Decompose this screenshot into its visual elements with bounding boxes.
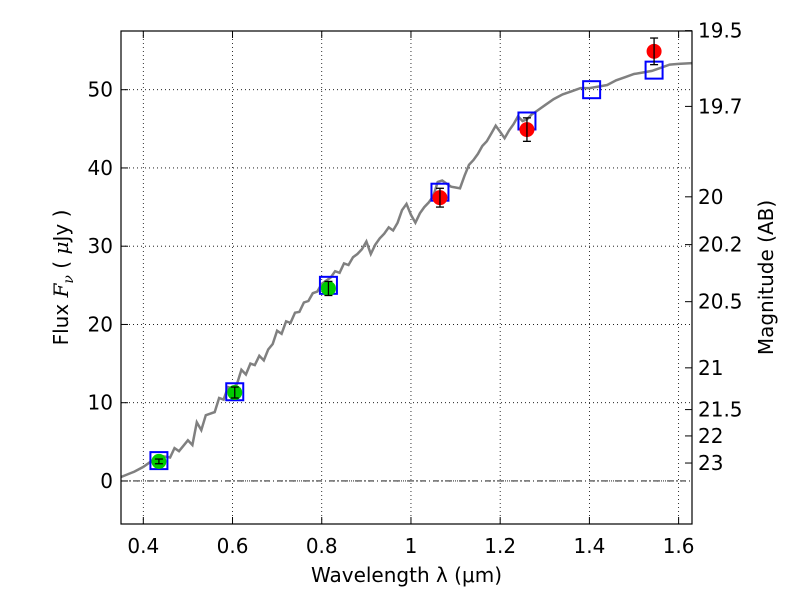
mag-tick-label: 20 [698,185,723,209]
x-tick-label: 0.8 [306,534,338,558]
photometry-markers [149,37,664,471]
x-tick-label: 0.6 [217,534,249,558]
mag-tick-label: 20.2 [698,233,743,257]
model-flux-square [149,451,169,471]
mag-tick-label: 22 [698,424,723,448]
y-axis-label-subscript: ν [61,275,77,284]
mag-tick-label: 19.7 [698,94,743,118]
x-tick-label: 1.4 [573,534,605,558]
y-tick-label: 40 [88,156,113,180]
model-spectrum-line [120,61,693,479]
mag-tick-label: 23 [698,451,723,475]
y-tick-label: 20 [88,312,113,336]
x-tick-label: 1 [405,534,418,558]
y-tick-label: 30 [88,234,113,258]
model-flux-square [225,382,245,402]
y-tick-label: 0 [100,469,113,493]
model-flux-square [582,80,602,100]
y-axis-label: Flux Fν ( μJy ) [49,210,77,346]
y-tick-label: 50 [88,78,113,102]
y-axis-label-unit: Jy ) [49,210,73,244]
mag-tick-label: 21.5 [698,398,743,422]
y-axis-label-open: ( [49,255,73,276]
mag-tick-label: 19.5 [698,19,743,43]
y-axis-label-mu: μ [49,242,73,255]
x-axis-label: Wavelength λ (μm) [311,563,502,587]
y-tick-label: 10 [88,391,113,415]
grid-lines [121,31,692,524]
mag-tick-label: 21 [698,356,723,380]
plot-frame [120,30,693,525]
right-axis-label: Magnitude (AB) [754,200,778,355]
x-tick-label: 1.2 [484,534,516,558]
mag-tick-label: 20.5 [698,290,743,314]
x-tick-label: 1.6 [663,534,695,558]
x-tick-label: 0.4 [127,534,159,558]
y-axis-label-prefix: Flux [49,297,73,345]
axis-ticks: 0.4 0.6 0.8 1 1.2 1.4 1.6 0 10 20 30 40 50 19.5 19.7 20… [88,19,743,558]
y-axis-label-symbol: F [49,282,73,298]
